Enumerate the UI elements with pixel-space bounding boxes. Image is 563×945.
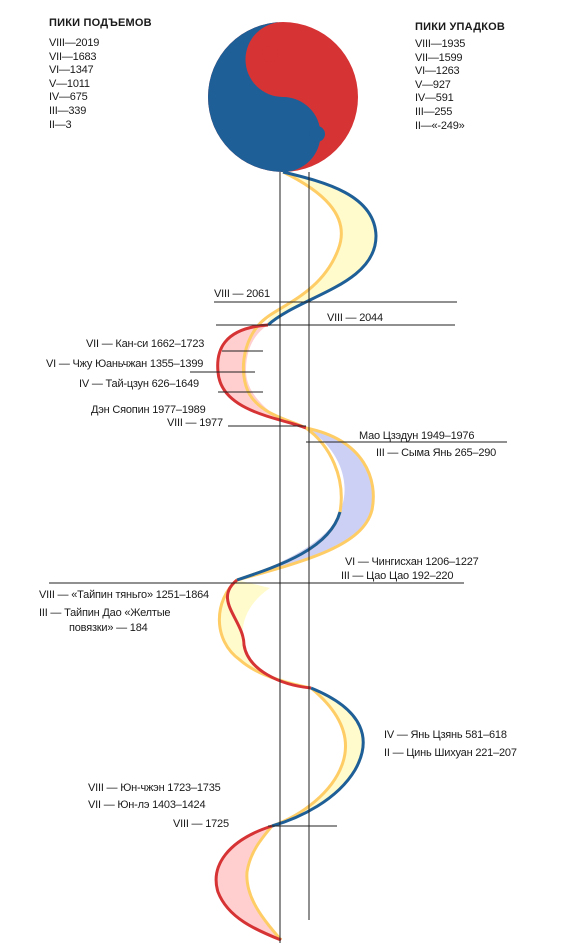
list-item: II—«-249» [415,119,465,132]
label-sima-yan: III — Сыма Янь 265–290 [376,447,497,459]
label-deng-xiaoping: Дэн Сяопин 1977–1989 [91,404,206,416]
label-yellow-turbans-1: III — Тайпин Дао «Желтые [39,607,171,619]
label-genghis-khan: VI — Чингисхан 1206–1227 [345,556,479,568]
list-item: III—255 [415,105,453,118]
band-pink-upper [217,325,280,420]
rises-title: ПИКИ ПОДЪЕМОВ [49,17,152,29]
list-item: VII—1599 [415,51,463,64]
rises-list: VIII—2019 VII—1683 VI—1347 V—1011 IV—675… [49,37,99,132]
declines-title: ПИКИ УПАДКОВ [415,21,506,33]
label-viii-2061: VIII — 2061 [214,288,270,300]
label-viii-1725: VIII — 1725 [173,818,229,830]
yin-yang-blue-dot [309,126,325,142]
list-item: VI—1263 [415,65,460,78]
band-lavender-middle [237,428,374,580]
list-item: VII—1683 [49,50,97,63]
list-item: IV—591 [415,92,454,105]
declines-list: VIII—1935 VII—1599 VI—1263 V—927 IV—591 … [415,38,465,133]
label-mao-zedong: Мао Цзэдун 1949–1976 [359,430,475,442]
label-yellow-turbans-2: повязки» — 184 [69,622,148,634]
list-item: VIII—2019 [49,37,100,49]
label-cao-cao: III — Цао Цао 192–220 [341,570,454,582]
label-kangxi: VII — Кан-си 1662–1723 [86,338,205,350]
outer-blue-edge-top [266,170,378,327]
inner-yellow-edge-3 [245,825,283,941]
list-item: VI—1347 [49,64,94,77]
outer-yellow-edge-middle [236,426,375,582]
label-qin-shihuang: II — Цинь Шихуан 221–207 [384,747,517,759]
label-viii-2044: VIII — 2044 [327,312,383,324]
band-yellow-top [267,172,376,325]
leader-lines [49,301,507,827]
yin-yang-symbol [208,22,358,172]
outer-red-edge-upper [216,323,307,430]
list-item: III—339 [49,104,87,117]
list-item: II—3 [49,118,72,131]
yin-yang-red-dot [262,46,278,62]
list-item: V—1011 [49,77,90,90]
label-taiping: VIII — «Тайпин тяньго» 1251–1864 [39,589,209,601]
outer-blue-edge-middle [236,511,342,582]
list-item: V—927 [415,78,451,91]
outer-blue-edge-lower [271,686,365,828]
label-viii-1977: VIII — 1977 [167,417,223,429]
label-taizong: IV — Тай-цзун 626–1649 [79,378,199,390]
outer-red-edge-bottom [214,824,282,942]
label-yongzheng: VIII — Юн-чжэн 1723–1735 [88,782,221,794]
list-item: VIII—1935 [415,38,466,50]
outer-red-edge-middle [225,578,312,690]
list-item: IV—675 [49,91,88,104]
label-yongle: VII — Юн-лэ 1403–1424 [88,799,206,811]
label-zhu-yuanzhang: VI — Чжу Юаньчжан 1355–1399 [46,358,204,370]
inner-yellow-edge-2 [271,686,347,828]
label-yang-jian: IV — Янь Цзянь 581–618 [384,729,507,741]
